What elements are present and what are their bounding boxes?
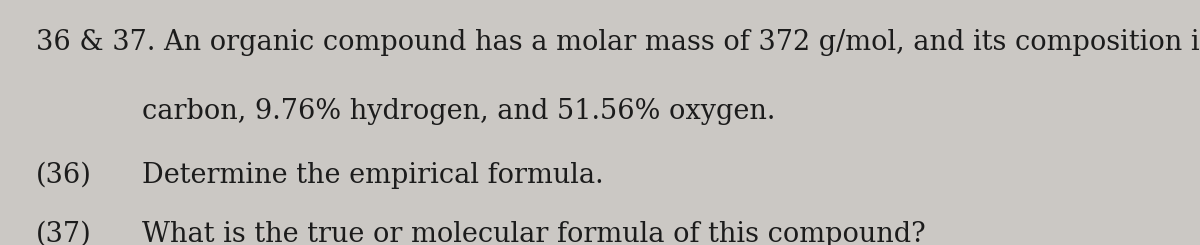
Text: 36 & 37. An organic compound has a molar mass of 372 g/mol, and its composition : 36 & 37. An organic compound has a molar…: [36, 29, 1200, 56]
Text: (37): (37): [36, 220, 91, 245]
Text: carbon, 9.76% hydrogen, and 51.56% oxygen.: carbon, 9.76% hydrogen, and 51.56% oxyge…: [142, 98, 775, 125]
Text: Determine the empirical formula.: Determine the empirical formula.: [142, 162, 604, 189]
Text: (36): (36): [36, 162, 92, 189]
Text: What is the true or molecular formula of this compound?: What is the true or molecular formula of…: [142, 220, 925, 245]
